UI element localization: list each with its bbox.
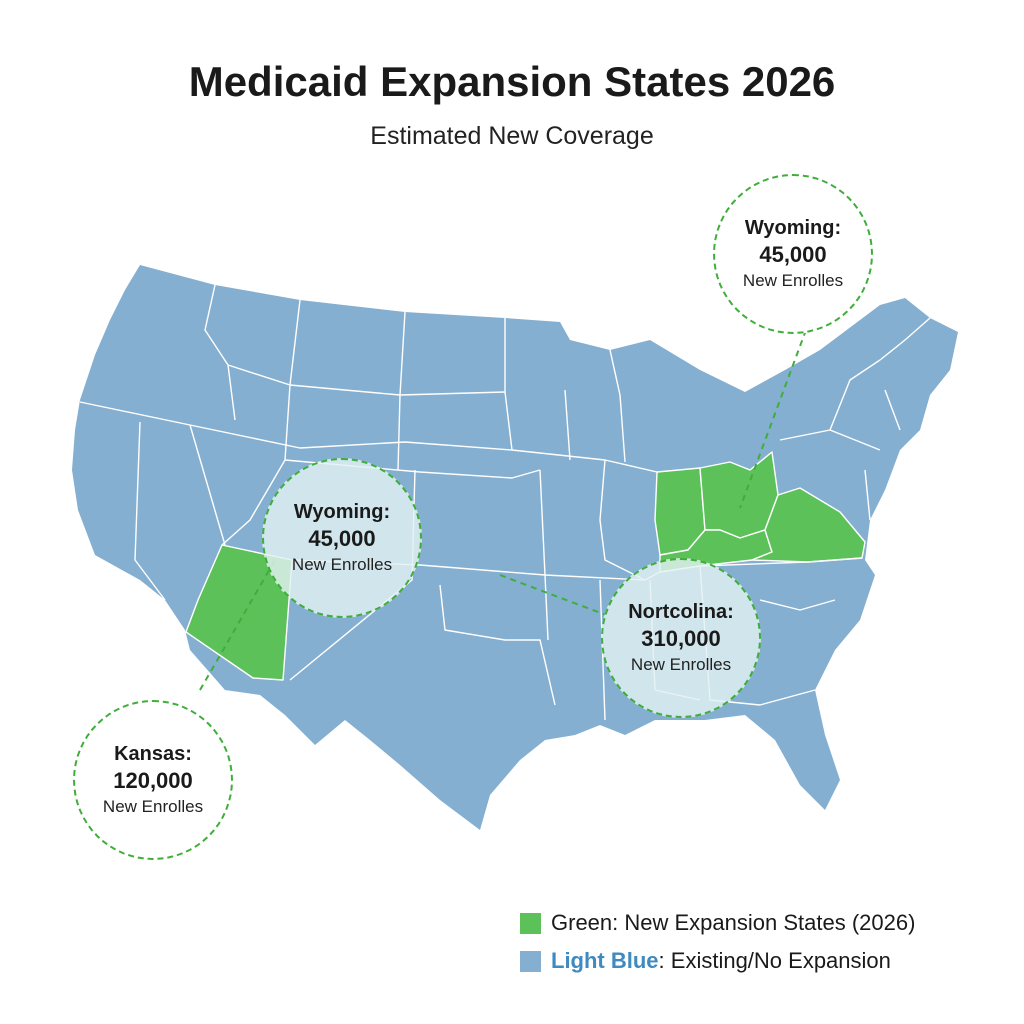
callout-nortcolina: Nortcolina: 310,000 New Enrolles bbox=[601, 558, 761, 718]
legend-item-existing: Light Blue : Existing/No Expansion bbox=[520, 944, 915, 978]
callout-leaders bbox=[199, 329, 807, 691]
callout-value: 310,000 bbox=[641, 626, 721, 651]
map-legend: Green : New Expansion States (2026) Ligh… bbox=[520, 906, 915, 982]
callout-sub: New Enrolles bbox=[630, 655, 732, 674]
callout-sub: New Enrolles bbox=[742, 271, 844, 290]
callout-sub: New Enrolles bbox=[291, 555, 393, 574]
michigan-lower-shape bbox=[660, 380, 730, 470]
legend-key: Green bbox=[551, 910, 613, 935]
callout-name: Wyoming: bbox=[744, 217, 842, 239]
callout-value: 45,000 bbox=[759, 242, 827, 267]
map-title: Medicaid Expansion States 2026 bbox=[188, 58, 836, 105]
callout-value: 120,000 bbox=[113, 768, 193, 793]
legend-item-expansion: Green : New Expansion States (2026) bbox=[520, 906, 915, 940]
callout-name: Wyoming: bbox=[293, 501, 391, 523]
legend-key: Light Blue bbox=[551, 948, 659, 973]
blue-square-icon bbox=[520, 950, 541, 972]
legend-desc: : Existing/No Expansion bbox=[658, 948, 891, 973]
legend-desc: : New Expansion States (2026) bbox=[612, 910, 916, 935]
callout-sub: New Enrolles bbox=[102, 797, 204, 816]
callout-kansas: Kansas: 120,000 New Enrolles bbox=[73, 700, 233, 860]
callout-name: Nortcolina: bbox=[628, 601, 734, 623]
callout-value: 45,000 bbox=[308, 526, 376, 551]
callout-name: Kansas: bbox=[114, 743, 192, 765]
callout-wyoming-top: Wyoming: 45,000 New Enrolles bbox=[713, 174, 873, 334]
map-subtitle: Estimated New Coverage bbox=[370, 122, 654, 150]
green-square-icon bbox=[520, 912, 541, 934]
callout-wyoming-center: Wyoming: 45,000 New Enrolles bbox=[262, 458, 422, 618]
